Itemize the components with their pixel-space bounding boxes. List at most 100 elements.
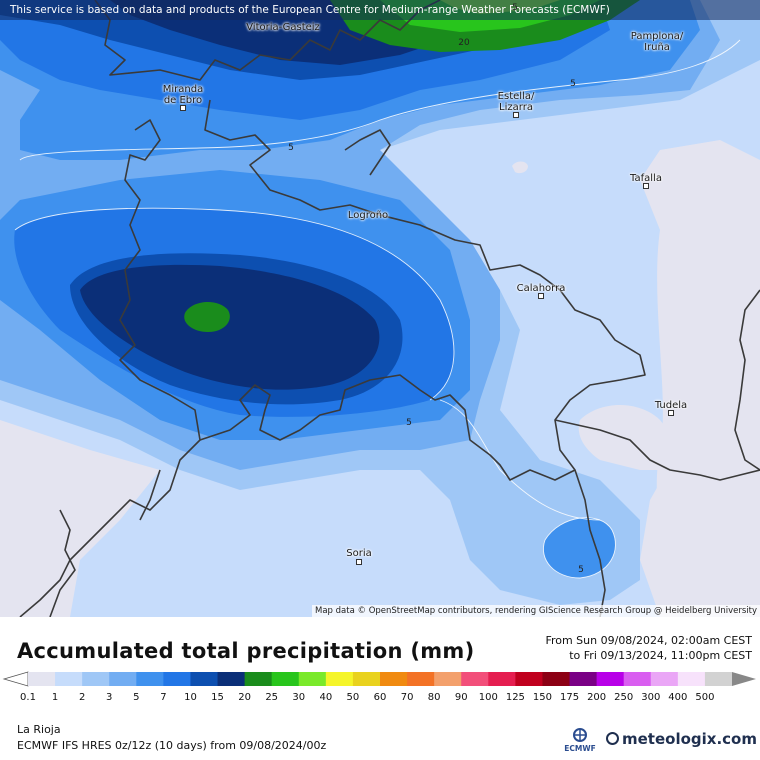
city-label-tafalla: Tafalla: [630, 173, 662, 184]
city-marker-icon: [668, 410, 674, 416]
legend-swatch: [55, 672, 83, 686]
brand-text: meteologix.com: [622, 730, 757, 748]
legend-tick-label: 40: [319, 692, 332, 703]
legend-swatch: [82, 672, 110, 686]
legend-tick-label: 20: [238, 692, 251, 703]
legend-tick-label: 3: [106, 692, 112, 703]
legend-tick-label: 250: [614, 692, 633, 703]
precip-band-20-south: [184, 302, 230, 332]
city-label-soria: Soria: [346, 548, 371, 559]
legend-swatch: [407, 672, 435, 686]
contour-label: 20: [458, 38, 470, 48]
legend-tick-label: 70: [401, 692, 414, 703]
legend-tick-label: 150: [533, 692, 552, 703]
legend-tick-label: 5: [133, 692, 139, 703]
legend-swatch: [434, 672, 462, 686]
legend-swatch: [677, 672, 706, 686]
precip-patch-light: [512, 161, 528, 174]
region-borders: [19, 0, 760, 617]
legend-swatch: [515, 672, 543, 686]
legend-swatch: [217, 672, 246, 686]
city-name: Tudela: [654, 400, 688, 411]
city-name: Estella/ Lizarra: [497, 91, 535, 113]
date-from: From Sun 09/08/2024, 02:00am CEST: [545, 634, 752, 647]
legend-tick-label: 50: [347, 692, 360, 703]
city-label-pamplona: Pamplona/ Iruña: [631, 31, 684, 53]
precip-patch-tudela: [578, 405, 700, 470]
precip-band-5-east: [543, 517, 616, 578]
city-marker-icon: [643, 183, 649, 189]
legend-swatch: [28, 672, 56, 686]
legend-tick-label: 60: [374, 692, 387, 703]
precip-band-15-south: [80, 264, 380, 390]
legend-swatch: [569, 672, 598, 686]
contour-lines: [14, 39, 741, 579]
legend-swatch: [136, 672, 164, 686]
legend-tick-label: 400: [668, 692, 687, 703]
legend-swatch: [704, 672, 733, 686]
meteologix-brand-logo[interactable]: meteologix.com: [606, 730, 757, 748]
legend-swatch: [190, 672, 219, 686]
city-label-tudela: Tudela: [655, 400, 687, 411]
city-label-logrono: Logroño: [348, 210, 388, 221]
precip-patch-east: [656, 196, 760, 617]
legend-swatch: [352, 672, 381, 686]
ecmwf-logo-icon: ECMWF: [560, 725, 600, 755]
city-name: Tafalla: [630, 173, 662, 184]
contour-label: 5: [570, 79, 576, 89]
legend-swatch: [596, 672, 625, 686]
city-name: Pamplona/ Iruña: [630, 31, 684, 53]
ecmwf-logo-text: ECMWF: [564, 744, 596, 753]
legend-tick-label: 1: [52, 692, 58, 703]
ecmwf-notice-banner: This service is based on data and produc…: [0, 0, 760, 20]
city-marker-icon: [356, 559, 362, 565]
legend-tick-label: 0.1: [20, 692, 36, 703]
legend-tick-label: 80: [428, 692, 441, 703]
model-run-info: ECMWF IFS HRES 0z/12z (10 days) from 09/…: [17, 739, 327, 752]
city-label-miranda: Miranda de Ebro: [163, 84, 203, 106]
legend-tick-label: 15: [211, 692, 224, 703]
legend-swatch: [542, 672, 571, 686]
legend-tick-label: 7: [160, 692, 166, 703]
contour-label: 5: [406, 418, 412, 428]
city-marker-icon: [513, 112, 519, 118]
city-name: Calahorra: [516, 283, 566, 294]
legend-tick-label: 90: [455, 692, 468, 703]
map-attribution: Map data © OpenStreetMap contributors, r…: [312, 605, 760, 617]
city-name: Miranda de Ebro: [162, 84, 204, 106]
legend-arrow-right-icon: [732, 672, 756, 686]
city-name: Soria: [346, 548, 372, 559]
legend-tick-label: 500: [695, 692, 714, 703]
legend-arrow-left-icon: [2, 671, 29, 687]
precipitation-map[interactable]: This service is based on data and produc…: [0, 0, 760, 617]
city-marker-icon: [538, 293, 544, 299]
contour-label: 5: [288, 143, 294, 153]
legend-tick-label: 100: [479, 692, 498, 703]
legend-tick-label: 10: [184, 692, 197, 703]
legend-tick-label: 25: [265, 692, 278, 703]
chart-title: Accumulated total precipitation (mm): [17, 639, 475, 663]
legend-swatch: [650, 672, 679, 686]
legend-tick-label: 2: [79, 692, 85, 703]
legend-swatch: [461, 672, 489, 686]
date-to: to Fri 09/13/2024, 11:00pm CEST: [569, 649, 752, 662]
legend-swatch: [380, 672, 408, 686]
legend-swatch: [271, 672, 300, 686]
contour-label: 5: [512, 3, 518, 13]
contour-label: 5: [578, 565, 584, 575]
legend-tick-label: 175: [560, 692, 579, 703]
legend-tick-label: 200: [587, 692, 606, 703]
city-label-estella: Estella/ Lizarra: [498, 91, 535, 113]
city-name: Vitoria-Gasteiz: [246, 22, 320, 33]
legend-tick-label: 125: [506, 692, 525, 703]
color-scale-legend: 0.1 1 2 3 5 7 10 15 20 25 30 40 50 60 70 80 90 100 125 150 1…: [2, 671, 756, 703]
legend-swatch: [488, 672, 516, 686]
city-label-calahorra: Calahorra: [517, 283, 566, 294]
legend-swatch: [298, 672, 327, 686]
legend-swatch: [109, 672, 137, 686]
city-label-vitoria: Vitoria-Gasteiz: [246, 22, 320, 33]
legend-swatch: [623, 672, 652, 686]
city-name: Logroño: [347, 210, 389, 221]
map-canvas: [0, 0, 760, 617]
brand-icon: [606, 732, 619, 745]
